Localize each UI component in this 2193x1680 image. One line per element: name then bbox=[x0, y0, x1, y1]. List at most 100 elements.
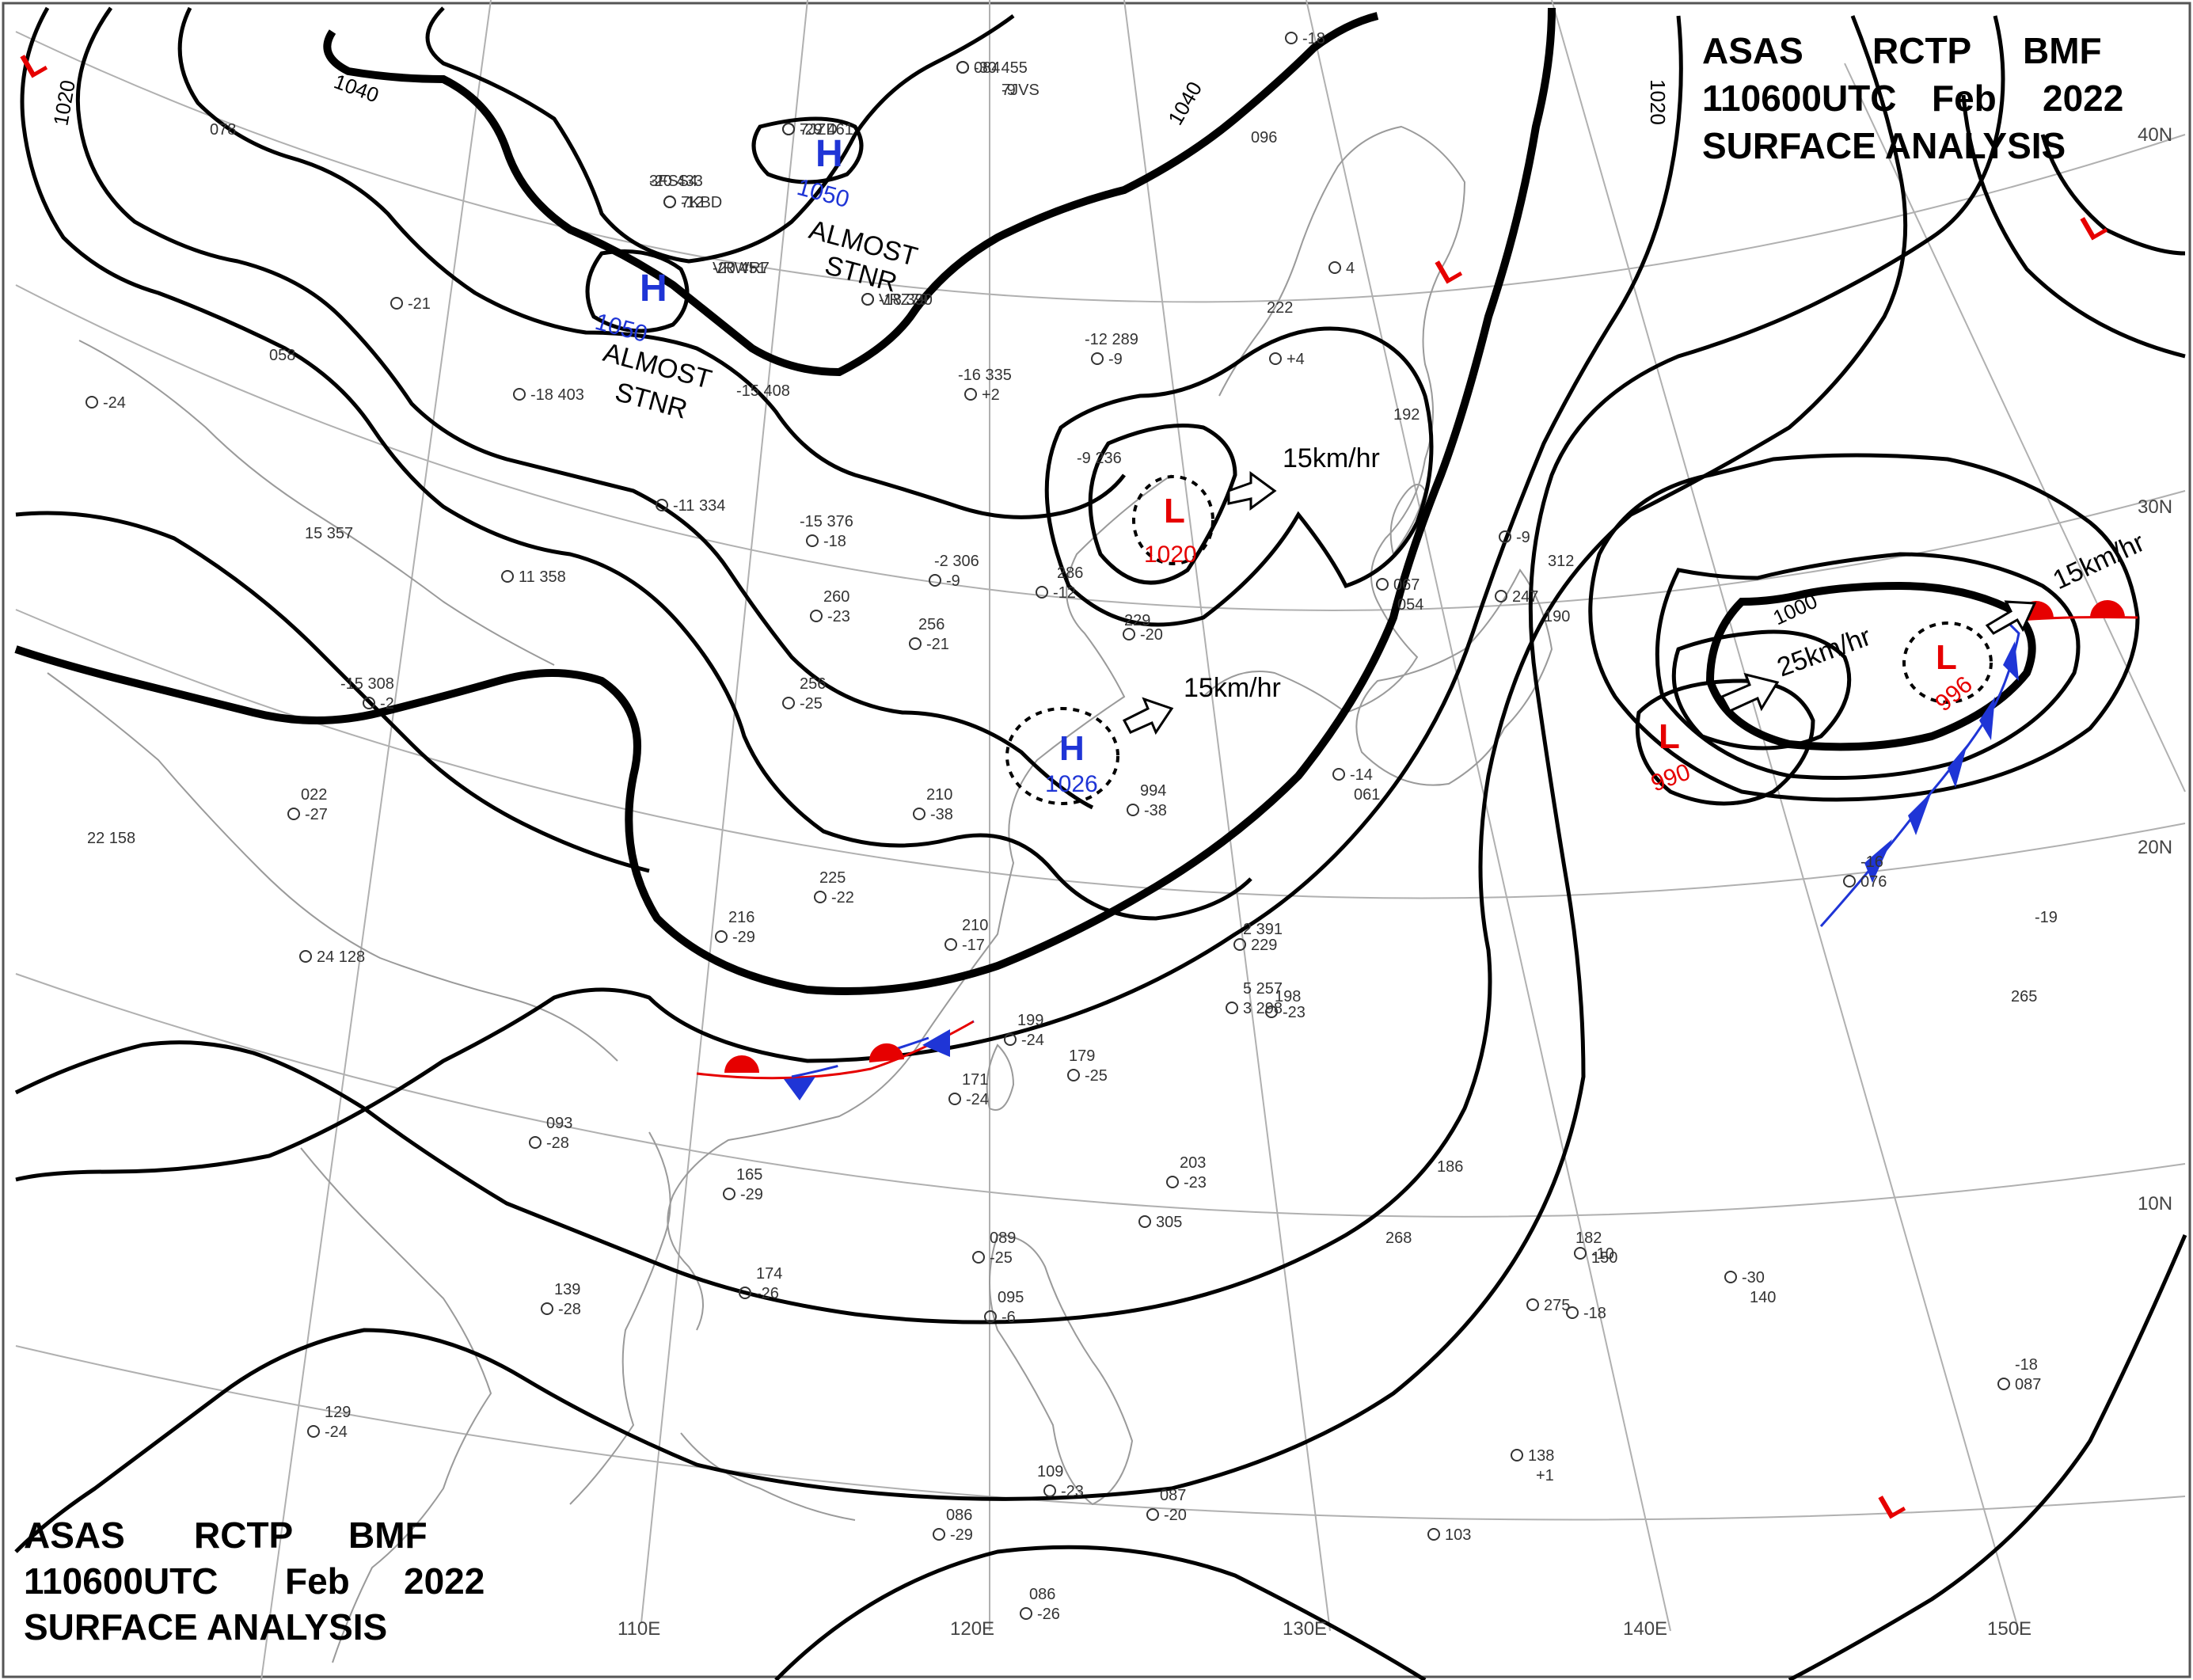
station-obs-label: -17 bbox=[962, 937, 985, 954]
station-circle bbox=[307, 1425, 320, 1438]
longitude-labels: 110E 120E 130E 140E 150E bbox=[618, 1618, 2031, 1640]
station-obs-label: 203 bbox=[1180, 1154, 1206, 1172]
station-obs-label: -11 334 bbox=[673, 497, 725, 515]
station-circle bbox=[814, 891, 827, 903]
latitude-labels: 40N 30N 20N 10N bbox=[2138, 124, 2172, 1214]
indochina-coast bbox=[300, 1147, 492, 1663]
header-bottom-office: BMF bbox=[348, 1515, 428, 1556]
station-obs-label: 229 bbox=[1251, 937, 1277, 954]
meridian-130e bbox=[1123, 0, 1331, 1632]
low-symbol-1: L bbox=[1164, 492, 1185, 530]
station-obs-label: 179 bbox=[1069, 1047, 1095, 1065]
station-obs-label: -14 bbox=[1350, 766, 1373, 784]
lon-label-110e: 110E bbox=[618, 1618, 660, 1640]
station-obs-label: -29 bbox=[740, 1186, 763, 1203]
station-obs-label: -15 408 bbox=[736, 382, 790, 400]
station-obs-label: 286 bbox=[1057, 564, 1083, 582]
station-circle bbox=[956, 61, 969, 74]
station-circle bbox=[964, 388, 977, 401]
header-top-time: 110600UTC bbox=[1702, 78, 1897, 119]
station-circle bbox=[929, 574, 941, 587]
isobar-988-closed bbox=[1635, 678, 1815, 806]
isobar-south bbox=[774, 1545, 1427, 1680]
station-obs-label: 15 357 bbox=[305, 525, 353, 542]
header-top-title: SURFACE ANALYSIS bbox=[1702, 125, 2066, 166]
header-top-office: BMF bbox=[2023, 30, 2102, 71]
station-circle bbox=[944, 938, 957, 951]
station-circle bbox=[1004, 1033, 1017, 1046]
high-symbol-1: H bbox=[640, 268, 667, 310]
station-circle bbox=[1997, 1378, 2010, 1390]
high-symbol-3: H bbox=[1059, 729, 1085, 768]
station-obs-label: -2 306 bbox=[934, 553, 979, 570]
speed-label-1: 15km/hr bbox=[1283, 443, 1380, 473]
station-circle bbox=[1495, 590, 1507, 602]
station-obs-label: -23 bbox=[1184, 1174, 1207, 1192]
station-obs-label: 138 bbox=[1528, 1447, 1554, 1465]
station-obs-label: VRWR7 bbox=[713, 260, 770, 277]
station-obs-label: -18 bbox=[2015, 1356, 2038, 1374]
station-circle bbox=[806, 534, 819, 547]
isobar-1044 bbox=[425, 6, 1015, 264]
borneo-north bbox=[680, 1432, 856, 1521]
interior-river bbox=[47, 672, 618, 1062]
station-circle bbox=[1020, 1607, 1032, 1620]
station-circle bbox=[663, 196, 676, 208]
parallel-40n bbox=[15, 31, 2186, 303]
station-obs-label: -23 bbox=[1061, 1483, 1084, 1500]
station-obs-label: 268 bbox=[1385, 1230, 1412, 1247]
station-obs-label: 165 bbox=[736, 1166, 762, 1184]
station-circle bbox=[739, 1287, 751, 1299]
warm-front-bump-2 bbox=[868, 1043, 904, 1062]
station-obs-label: -27 bbox=[305, 806, 328, 823]
station-circle bbox=[1067, 1069, 1080, 1081]
station-obs-label: 096 bbox=[1251, 129, 1277, 146]
coastlines bbox=[47, 125, 1553, 1663]
station-circle bbox=[1843, 875, 1856, 888]
header-top-month: Feb bbox=[1932, 78, 1997, 119]
isobar-1008 bbox=[14, 15, 2005, 1553]
isobar-south-east bbox=[1788, 1234, 2187, 1680]
isobar-1012 bbox=[14, 15, 1908, 1325]
station-obs-label: VRZ79 bbox=[879, 291, 928, 309]
isobar-1036 bbox=[177, 6, 1126, 519]
station-obs-label: -21 bbox=[926, 636, 949, 653]
station-circle bbox=[529, 1136, 542, 1149]
station-obs-label: 190 bbox=[1544, 608, 1570, 625]
station-observations: -30 455 -9 -29 461 -20 433 -12 -20 451 -18 390… bbox=[86, 30, 2058, 1623]
station-obs-label: -22 bbox=[831, 889, 854, 907]
station-obs-label: 4 bbox=[1346, 260, 1355, 277]
station-obs-label: -20 451 bbox=[713, 260, 766, 277]
station-obs-label: 3FSS4 bbox=[649, 173, 697, 190]
motion-arrow-high bbox=[1122, 697, 1174, 735]
station-obs-label: -28 bbox=[546, 1135, 569, 1152]
station-circle bbox=[715, 930, 728, 943]
motion-arrow-korea bbox=[1227, 471, 1277, 511]
station-obs-label: 171 bbox=[962, 1071, 988, 1089]
low-symbol-2: L bbox=[1659, 717, 1680, 756]
station-circle bbox=[1127, 804, 1139, 816]
isobar-1016 bbox=[15, 15, 1683, 1182]
lon-label-120e: 120E bbox=[950, 1618, 994, 1640]
station-circle bbox=[1036, 586, 1048, 599]
station-obs-label: 229 bbox=[1124, 612, 1150, 629]
korea-manchuria-coast bbox=[1203, 125, 1466, 714]
dashed-ring-high-1026 bbox=[1005, 707, 1119, 805]
station-obs-label: -9 bbox=[946, 572, 960, 590]
isobar-992-closed bbox=[1671, 629, 1852, 751]
station-circle bbox=[513, 388, 526, 401]
station-obs-label: 103 bbox=[1445, 1526, 1471, 1544]
station-circle bbox=[810, 610, 823, 622]
station-obs-label: -6 bbox=[1001, 1309, 1016, 1326]
station-obs-label: +1 bbox=[1536, 1467, 1554, 1484]
station-obs-label: -12 289 bbox=[1085, 331, 1138, 348]
station-obs-label: -29 461 bbox=[800, 121, 853, 139]
station-circle bbox=[1724, 1271, 1737, 1283]
station-obs-label: 7JZD bbox=[800, 121, 838, 139]
warm-front-bump-1 bbox=[724, 1055, 759, 1073]
station-obs-label: 054 bbox=[1397, 596, 1423, 614]
meridian-100e bbox=[260, 0, 492, 1680]
cold-front-tri-2 bbox=[922, 1029, 950, 1057]
high-symbol-2: H bbox=[815, 133, 843, 175]
low-value-1: 1020 bbox=[1144, 542, 1197, 568]
